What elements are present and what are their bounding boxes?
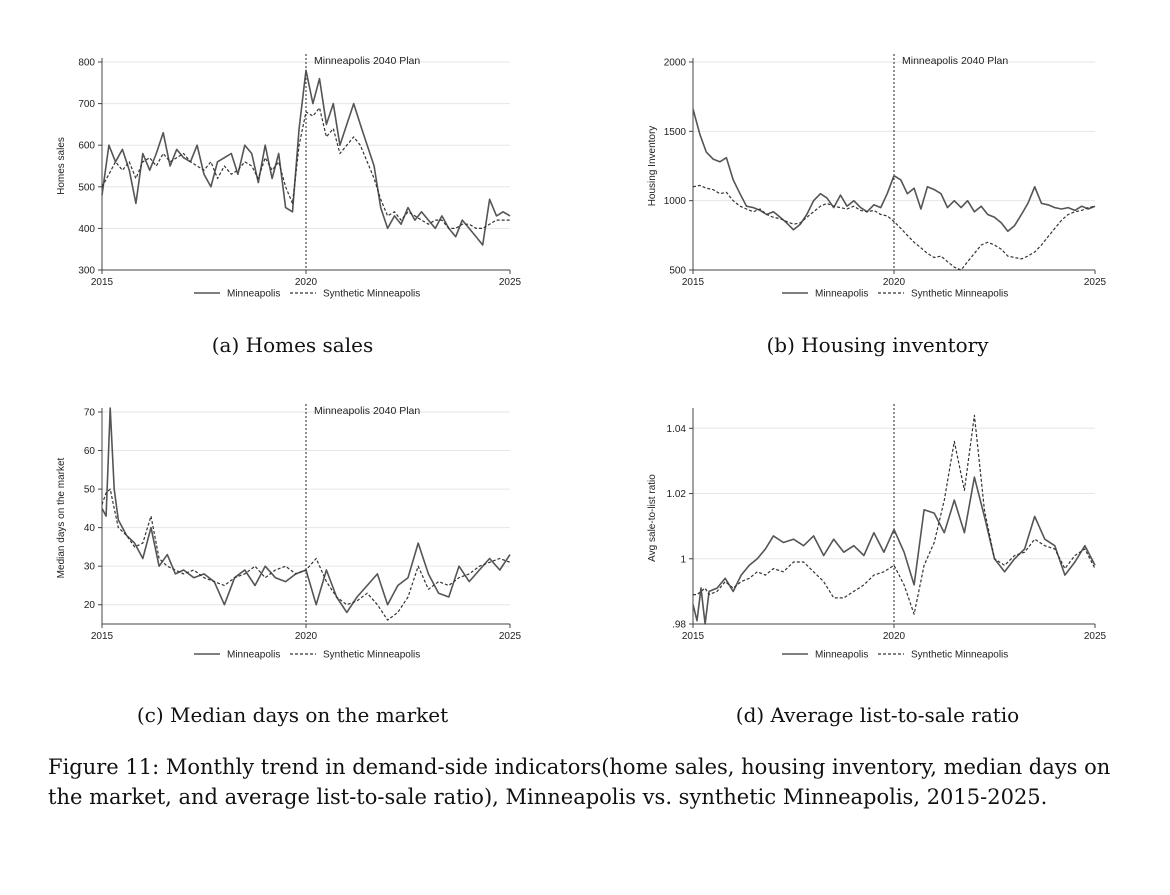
y-axis-label: Median days on the market [56,457,67,578]
y-tick-label: 400 [78,224,95,235]
panel-median-days: 20 30 40 50 60 70 2015 2020 2025 Median days on t… [0,392,585,772]
y-tick-label: 500 [78,182,95,193]
legend-label-synthetic: Synthetic Minneapolis [323,289,420,300]
subcaption-b: (b) Housing inventory [766,333,989,357]
chart-housing-inventory: 500 1000 1500 2000 2015 2020 2025 Housing Inven… [647,54,1107,300]
legend-label-minneapolis: Minneapolis [227,650,280,661]
x-tick-label: 2025 [499,277,522,288]
legend-label-minneapolis: Minneapolis [815,289,868,300]
y-tick-label: 2000 [664,58,687,69]
subcaption-d: (d) Average list-to-sale ratio [735,703,1020,727]
figure-caption: Figure 11: Monthly trend in demand-side … [48,755,1111,809]
series-line-minneapolis [101,69,511,246]
x-tick-label: 2015 [682,631,705,642]
x-tick-label: 2025 [1084,631,1107,642]
subcaption-c: (c) Median days on the market [136,703,449,727]
legend-label-minneapolis: Minneapolis [815,650,868,661]
policy-annotation: Minneapolis 2040 Plan [314,55,420,67]
panel-list-to-sale-ratio: .98 1 1.02 1.04 2015 2020 2025 Avg sale-to-list… [585,392,1170,772]
chart-list-to-sale-ratio: .98 1 1.02 1.04 2015 2020 2025 Avg sale-to-list… [647,404,1107,661]
x-tick-label: 2025 [1084,277,1107,288]
chart-homes-sales: 300 400 500 600 700 800 2015 2020 2025 Homes sale… [56,54,522,300]
y-axis-label: Homes sales [56,137,67,195]
y-tick-label: 300 [78,266,95,277]
panel-housing-inventory: 500 1000 1500 2000 2015 2020 2025 Housing Inven… [585,18,1170,398]
y-tick-label: 500 [669,266,686,277]
y-tick-label: 800 [78,58,95,69]
series-line-minneapolis [101,407,511,614]
series-line-synthetic-minneapolis [101,488,511,621]
y-tick-label: .98 [672,620,686,631]
y-tick-label: 70 [84,408,96,419]
legend-label-minneapolis: Minneapolis [227,289,280,300]
policy-annotation: Minneapolis 2040 Plan [902,55,1008,67]
y-tick-label: 1.04 [667,424,687,435]
y-tick-label: 1500 [664,127,687,138]
series-line-synthetic-minneapolis [692,184,1096,271]
chart-median-days: 20 30 40 50 60 70 2015 2020 2025 Median days on t… [56,404,522,661]
x-tick-label: 2020 [295,277,318,288]
series-line-minneapolis [692,108,1096,232]
y-tick-label: 1.02 [667,489,687,500]
legend-label-synthetic: Synthetic Minneapolis [911,650,1008,661]
y-tick-label: 60 [84,446,96,457]
legend-label-synthetic: Synthetic Minneapolis [911,289,1008,300]
y-axis-label: Avg sale-to-list ratio [647,474,658,562]
x-tick-label: 2015 [91,277,114,288]
y-tick-label: 50 [84,485,96,496]
x-tick-label: 2020 [883,631,906,642]
policy-annotation: Minneapolis 2040 Plan [314,405,420,417]
series-line-synthetic-minneapolis [693,414,1096,615]
subcaption-a: (a) Homes sales [211,333,374,357]
y-tick-label: 40 [84,523,96,534]
x-tick-label: 2020 [883,277,906,288]
legend-label-synthetic: Synthetic Minneapolis [323,650,420,661]
y-tick-label: 700 [78,99,95,110]
y-tick-label: 30 [84,562,96,573]
y-tick-label: 1000 [664,196,687,207]
x-tick-label: 2025 [499,631,522,642]
y-axis-label: Housing Inventory [647,126,658,207]
series-line-synthetic-minneapolis [101,107,510,229]
x-tick-label: 2020 [295,631,318,642]
y-tick-label: 1 [680,554,686,565]
y-tick-label: 20 [84,600,96,611]
y-tick-label: 600 [78,141,95,152]
x-tick-label: 2015 [91,631,114,642]
panel-homes-sales: 300 400 500 600 700 800 2015 2020 2025 Homes sale… [0,18,585,398]
x-tick-label: 2015 [682,277,705,288]
